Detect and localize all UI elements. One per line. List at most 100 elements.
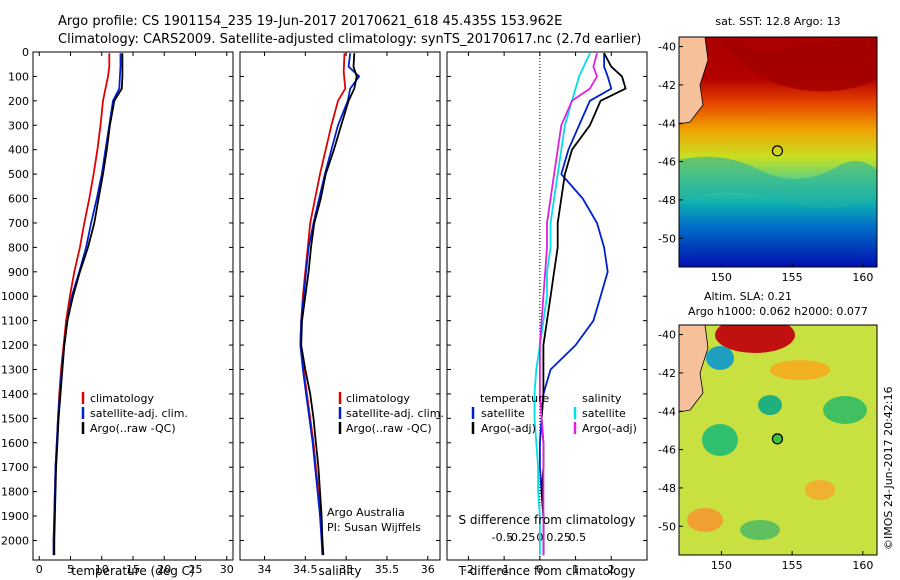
s-difference-tick-label: -0.25 — [507, 531, 535, 544]
y-tick-label: 1400 — [1, 388, 29, 401]
temperature-legend: climatology satellite-adj. clim. Argo(..… — [81, 392, 188, 435]
depth-y-ticks: 0 100 200 300 400 500 600 700 800 900 1000 1100 1200… — [1, 46, 29, 547]
x-tick-label: 2 — [608, 563, 615, 576]
salinity-x-label: salinity — [318, 564, 361, 578]
series-line-satellite-adj-clim- — [52, 53, 122, 556]
map-x-tick-label: 150 — [711, 271, 732, 284]
sla-x-ticks: 150 155 160 — [711, 551, 873, 572]
credit-text: Argo Australia — [327, 506, 405, 519]
sst-map-panel: sat. SST: 12.8 Argo: 13 150 155 160 -40 -42… — [658, 15, 878, 284]
t-difference-x-label: T difference from climatology — [458, 564, 636, 578]
salinity-x-ticks: 34 34.5 35 35.5 36 — [240, 51, 440, 576]
y-tick-label: 1300 — [1, 364, 29, 377]
series-line-climatology — [299, 53, 347, 556]
y-tick-marks — [33, 51, 233, 541]
temperature-axes-frame — [32, 51, 234, 561]
figure-title-line-2: Climatology: CARS2009. Satellite-adjuste… — [58, 32, 641, 47]
y-tick-label: 400 — [8, 144, 29, 157]
sla-map-panel: Altim. SLA: 0.21 Argo h1000: 0.062 h2000… — [658, 290, 878, 572]
sla-argo-position-marker — [771, 433, 784, 445]
x-tick-label: 34.5 — [293, 563, 318, 576]
map-y-tick-label: -42 — [658, 367, 676, 380]
x-tick-label: 5 — [67, 563, 74, 576]
map-y-tick-label: -50 — [658, 520, 676, 533]
y-tick-label: 0 — [22, 46, 29, 59]
legend-satellite: satellite-adj. clim. — [90, 407, 188, 420]
map-x-tick-label: 150 — [711, 559, 732, 572]
sla-eddy-5 — [740, 520, 780, 540]
sst-x-ticks: 150 155 160 — [711, 263, 873, 284]
difference-series — [533, 52, 627, 556]
series-line-satellite — [533, 52, 591, 556]
y-tick-label: 1200 — [1, 339, 29, 352]
y-tick-label: 800 — [8, 241, 29, 254]
x-tick-label: 35 — [339, 563, 353, 576]
y-tick-label: 500 — [8, 168, 29, 181]
sla-map-title-1: Altim. SLA: 0.21 — [704, 290, 792, 303]
x-tick-label: 10 — [95, 563, 109, 576]
map-y-tick-label: -44 — [658, 405, 676, 418]
y-tick-marks — [447, 51, 647, 541]
sla-high-patch — [715, 325, 795, 353]
x-tick-label: 15 — [126, 563, 140, 576]
x-tick-label: 36 — [421, 563, 435, 576]
y-tick-label: 1900 — [1, 510, 29, 523]
sla-map-title-2: Argo h1000: 0.062 h2000: 0.077 — [688, 305, 868, 318]
salinity-series — [299, 53, 361, 556]
sst-warm-patch — [720, 37, 877, 92]
y-tick-label: 1700 — [1, 461, 29, 474]
salinity-axes-frame — [239, 51, 441, 561]
map-x-tick-label: 160 — [852, 271, 873, 284]
s-difference-tick-label: 0.5 — [569, 531, 587, 544]
sla-warm-patch — [770, 360, 830, 380]
map-y-tick-label: -48 — [658, 194, 676, 207]
x-tick-label: 1 — [572, 563, 579, 576]
legend-climatology: climatology — [346, 392, 410, 405]
map-y-tick-label: -46 — [658, 156, 676, 169]
y-tick-label: 600 — [8, 193, 29, 206]
salinity-difference-ticks: -0.5-0.25 0 0.250.5 — [492, 531, 586, 544]
map-y-tick-label: -40 — [658, 329, 676, 342]
x-tick-label: 35.5 — [375, 563, 400, 576]
series-line-argo-raw-qc- — [53, 53, 124, 556]
x-tick-label: 20 — [157, 563, 171, 576]
s-difference-label: S difference from climatology — [459, 513, 636, 527]
sla-eddy-1 — [758, 395, 782, 415]
pi-text: PI: Susan Wijffels — [327, 521, 421, 534]
y-tick-label: 1500 — [1, 412, 29, 425]
legend-salinity-title: salinity — [582, 392, 622, 405]
y-tick-label: 2000 — [1, 534, 29, 547]
series-line-argo-adj- — [540, 52, 627, 556]
sla-eddy-2 — [702, 424, 738, 456]
s-difference-tick-label: -0.5 — [492, 531, 513, 544]
sla-y-ticks: -40 -42 -44 -46 -48 -50 — [658, 329, 683, 533]
temperature-panel: 0 5 10 15 20 25 30 0 100 200 300 400 500 600 700 800 90… — [1, 46, 234, 578]
sla-eddy-4 — [687, 508, 723, 532]
difference-axes-frame — [446, 51, 648, 561]
temperature-x-ticks: 0 5 10 15 20 25 30 — [33, 51, 234, 576]
salinity-panel: 34 34.5 35 35.5 36 salinity climatology sate… — [239, 51, 444, 578]
legend-t-satellite: satellite — [481, 407, 525, 420]
y-tick-label: 1600 — [1, 437, 29, 450]
y-tick-label: 1100 — [1, 315, 29, 328]
x-tick-label: 0 — [36, 563, 43, 576]
difference-panel: -2 -1 0 1 2 -0.5-0.25 0 0.250.5 T difference f… — [446, 51, 648, 578]
y-tick-label: 900 — [8, 266, 29, 279]
series-line-climatology — [52, 53, 111, 556]
sst-y-ticks: -40 -42 -44 -46 -48 -50 — [658, 41, 683, 245]
map-y-tick-label: -46 — [658, 444, 676, 457]
legend-temperature-title: temperature — [480, 392, 549, 405]
imos-timestamp: ©IMOS 24-Jun-2017 20:42:16 — [882, 386, 895, 550]
x-tick-label: -1 — [499, 563, 510, 576]
figure-title-line-1: Argo profile: CS 1901154_235 19-Jun-2017… — [58, 14, 562, 29]
y-tick-label: 300 — [8, 119, 29, 132]
y-tick-label: 100 — [8, 70, 29, 83]
difference-legend: temperature satellite Argo(-adj) salinit… — [471, 392, 637, 435]
map-y-tick-label: -50 — [658, 232, 676, 245]
series-line-satellite-adj-clim- — [299, 53, 361, 556]
salinity-legend: climatology satellite-adj. clim. Argo(..… — [338, 392, 444, 435]
map-x-tick-label: 155 — [782, 271, 803, 284]
sst-map-title: sat. SST: 12.8 Argo: 13 — [715, 15, 840, 28]
sla-low-patch — [706, 346, 734, 370]
x-tick-label: -2 — [463, 563, 474, 576]
